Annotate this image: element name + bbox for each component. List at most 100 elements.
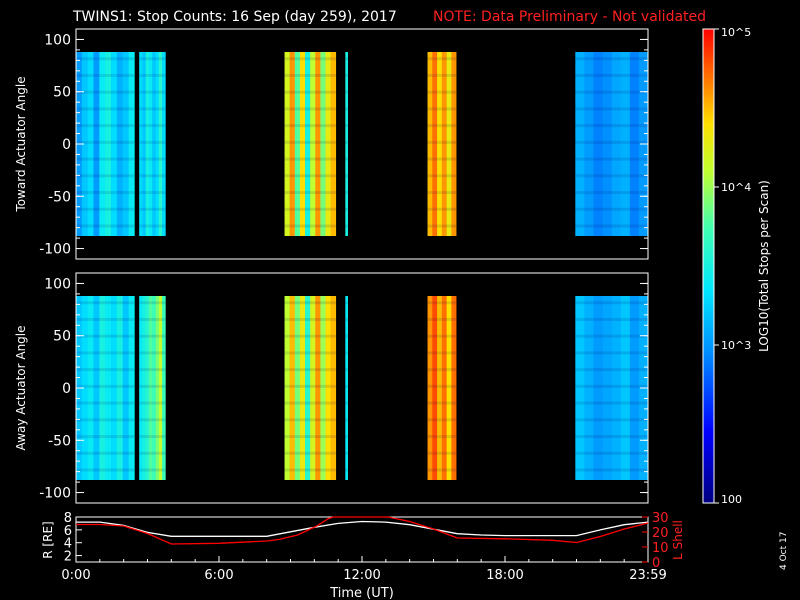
- heatmap-band: [427, 124, 457, 128]
- x-tick-label: 0:00: [61, 568, 90, 583]
- heatmap-band: [284, 157, 336, 161]
- y-tick-label: -100: [39, 486, 71, 502]
- heatmap-cell: [315, 52, 321, 236]
- heatmap-band: [345, 384, 348, 388]
- heatmap-band: [284, 435, 336, 439]
- heatmap-cell: [99, 296, 106, 480]
- heatmap-band: [284, 301, 336, 305]
- heatmap-cell: [325, 52, 331, 236]
- heatmap-cell: [93, 296, 100, 480]
- heatmap-band: [139, 224, 166, 228]
- heatmap-band: [575, 157, 648, 161]
- heatmap-band: [345, 317, 348, 321]
- heatmap-band: [139, 351, 166, 355]
- heatmap-band: [345, 418, 348, 422]
- y-tick-label: -50: [48, 189, 71, 205]
- heatmap-band: [139, 191, 166, 195]
- heatmap-band: [427, 334, 457, 338]
- y-tick-label: -50: [48, 433, 71, 449]
- heatmap-band: [345, 451, 348, 455]
- heatmap-cell: [142, 296, 147, 480]
- y-tick-label: 0: [62, 137, 71, 153]
- date-stamp: 4 Oct 17: [779, 532, 789, 570]
- y-tick-label: -100: [39, 242, 71, 258]
- heatmap-band: [284, 334, 336, 338]
- heatmap-band: [575, 90, 648, 94]
- heatmap-band: [345, 368, 348, 372]
- heatmap-band: [76, 124, 135, 128]
- heatmap-band: [427, 224, 457, 228]
- heatmap-band: [427, 435, 457, 439]
- heatmap-band: [575, 435, 648, 439]
- colorbar-ticks: 100 10^3 10^4 10^5: [714, 26, 751, 506]
- away-heatmap: [76, 296, 649, 480]
- heatmap-band: [76, 224, 135, 228]
- heatmap-cell: [611, 52, 622, 236]
- heatmap-band: [76, 107, 135, 111]
- heatmap-band: [139, 334, 166, 338]
- heatmap-band: [284, 174, 336, 178]
- toward-y-ticks: 100 50 0 -50 -100: [39, 32, 648, 258]
- heatmap-cell: [432, 296, 438, 480]
- heatmap-cell: [162, 52, 166, 236]
- colorbar: 100 10^3 10^4 10^5 LOG10(Total Stops per Sc…: [702, 26, 771, 506]
- heatmap-cell: [148, 52, 153, 236]
- heatmap-band: [345, 224, 348, 228]
- heatmap-band: [427, 174, 457, 178]
- heatmap-cell: [128, 52, 135, 236]
- heatmap-band: [139, 401, 166, 405]
- heatmap-band: [427, 73, 457, 77]
- heatmap-band: [139, 384, 166, 388]
- heatmap-cell: [584, 52, 594, 236]
- right-tick-label: 10: [652, 541, 669, 556]
- heatmap-band: [427, 401, 457, 405]
- heatmap-cell: [284, 296, 290, 480]
- colorbar-frame: [702, 28, 715, 504]
- heatmap-band: [575, 73, 648, 77]
- y-tick-label: 50: [53, 329, 71, 345]
- heatmap-band: [345, 140, 348, 144]
- heatmap-cell: [593, 52, 603, 236]
- heatmap-band: [76, 191, 135, 195]
- x-tick-label: 18:00: [486, 568, 523, 583]
- heatmap-band: [76, 401, 135, 405]
- heatmap-cell: [87, 52, 94, 236]
- heatmap-cell: [325, 296, 331, 480]
- heatmap-band: [139, 301, 166, 305]
- heatmap-band: [427, 384, 457, 388]
- heatmap-band: [284, 107, 336, 111]
- heatmap-band: [284, 57, 336, 61]
- heatmap-band: [139, 157, 166, 161]
- heatmap-cell: [162, 296, 166, 480]
- heatmap-band: [345, 207, 348, 211]
- heatmap-band: [76, 334, 135, 338]
- heatmap-band: [575, 401, 648, 405]
- heatmap-cell: [584, 296, 594, 480]
- heatmap-band: [284, 207, 336, 211]
- heatmap-band: [427, 191, 457, 195]
- heatmap-cell: [629, 296, 640, 480]
- heatmap-band: [76, 317, 135, 321]
- heatmap-cell: [575, 296, 585, 480]
- heatmap-cell: [122, 296, 129, 480]
- heatmap-cell: [105, 296, 112, 480]
- heatmap-band: [139, 207, 166, 211]
- heatmap-band: [575, 418, 648, 422]
- heatmap-band: [76, 57, 135, 61]
- heatmap-band: [427, 451, 457, 455]
- heatmap-band: [139, 317, 166, 321]
- heatmap-band: [427, 57, 457, 61]
- left-tick-label: 4: [64, 537, 72, 552]
- y-tick-label: 100: [44, 276, 71, 292]
- heatmap-band: [139, 435, 166, 439]
- heatmap-band: [427, 468, 457, 472]
- heatmap-cell: [305, 52, 311, 236]
- heatmap-band: [139, 368, 166, 372]
- heatmap-band: [575, 124, 648, 128]
- heatmap-band: [139, 468, 166, 472]
- heatmap-band: [575, 451, 648, 455]
- heatmap-band: [427, 157, 457, 161]
- colorbar-gradient: [703, 29, 714, 503]
